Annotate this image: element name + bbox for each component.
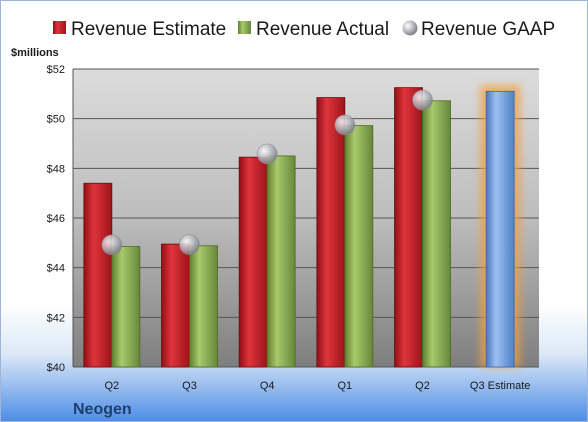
point-revenue-gaap [101, 234, 123, 256]
company-label: Neogen [73, 401, 132, 418]
x-tick-label: Q4 [260, 380, 275, 392]
x-tick-label: Q2 [104, 380, 119, 392]
legend-label-revenue-estimate: Revenue Estimate [71, 19, 226, 40]
legend-swatch-revenue-gaap [402, 20, 418, 36]
y-tick-label: $42 [47, 312, 65, 324]
point-revenue-gaap [412, 89, 433, 111]
bar-forecast [485, 90, 515, 368]
legend-label-revenue-actual: Revenue Actual [256, 19, 389, 40]
bar-revenue-actual [266, 155, 296, 368]
y-tick-label: $50 [47, 114, 65, 126]
x-tick-label: Q2 [415, 380, 430, 392]
legend-swatch-revenue-estimate [53, 21, 66, 34]
x-tick-label: Q3 [182, 380, 197, 392]
x-tick-label: Q3 Estimate [470, 380, 531, 392]
y-tick-label: $46 [47, 213, 65, 225]
point-revenue-gaap [334, 114, 356, 136]
y-axis-ticks: $40 $42 $44 $46 $48 $50 $52 [47, 64, 65, 374]
bars [83, 85, 521, 368]
bar-revenue-estimate [83, 182, 113, 368]
gridlines [72, 68, 539, 368]
bar-revenue-actual [422, 100, 451, 368]
bar-revenue-estimate [316, 97, 346, 368]
legend-label-revenue-gaap: Revenue GAAP [421, 19, 555, 40]
x-axis-ticks: Q2 Q3 Q4 Q1 Q2 Q3 Estimate [104, 380, 530, 392]
y-tick-label: $40 [47, 362, 65, 374]
bar-revenue-estimate [161, 243, 190, 368]
bar-revenue-estimate [394, 87, 423, 368]
unit-label: $millions [11, 47, 59, 59]
bar-revenue-estimate [238, 156, 268, 368]
y-tick-label: $44 [47, 263, 65, 275]
bar-revenue-actual [344, 125, 374, 368]
x-tick-label: Q1 [337, 380, 352, 392]
point-revenue-gaap [179, 234, 200, 255]
point-revenue-gaap [256, 143, 278, 165]
y-tick-label: $52 [47, 64, 65, 76]
y-tick-label: $48 [47, 163, 65, 175]
bar-revenue-actual [111, 246, 141, 368]
legend: Revenue Estimate Revenue Actual Revenue … [53, 19, 555, 40]
legend-swatch-revenue-actual [238, 21, 251, 34]
bar-revenue-actual [189, 245, 218, 368]
